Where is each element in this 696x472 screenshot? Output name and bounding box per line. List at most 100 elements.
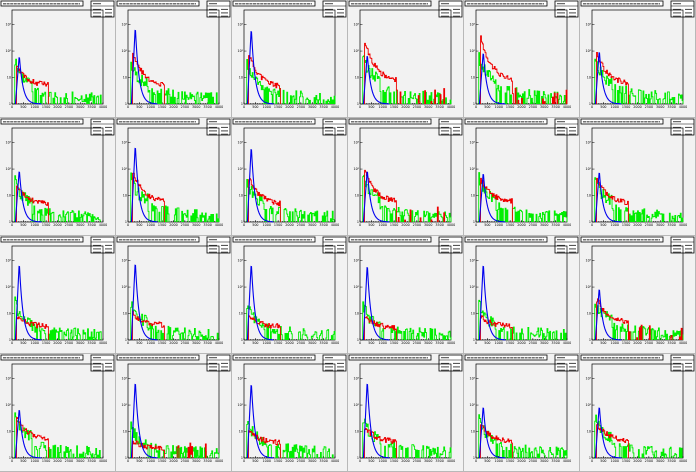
x-tick-label: 1500 bbox=[390, 105, 398, 109]
x-tick-label: 2000 bbox=[517, 223, 525, 227]
x-tick-label: 3000 bbox=[656, 459, 664, 463]
green-series bbox=[246, 179, 335, 222]
histogram-svg: 0 500 1000 1500 2000 2500 3000 3500 4000 1 10 10² 10… bbox=[464, 118, 579, 227]
x-tick-label: 1500 bbox=[158, 223, 166, 227]
y-tick-label: 10² bbox=[353, 49, 359, 53]
blue-series bbox=[246, 385, 274, 459]
x-tick-label: 3000 bbox=[76, 223, 84, 227]
x-tick-label: 0 bbox=[591, 105, 593, 109]
histogram-svg: 0 500 1000 1500 2000 2500 3000 3500 4000 1 10 10² 10… bbox=[580, 118, 695, 227]
x-tick-label: 2000 bbox=[285, 459, 293, 463]
x-tick-label: 4000 bbox=[679, 223, 687, 227]
histogram-svg: 0 500 1000 1500 2000 2500 3000 3500 4000 1 10 10² 10… bbox=[464, 354, 579, 463]
histogram-svg: 0 500 1000 1500 2000 2500 3000 3500 4000 1 10 10² 10… bbox=[580, 354, 695, 463]
blue-series bbox=[246, 149, 274, 223]
x-tick-label: 3500 bbox=[667, 341, 675, 345]
y-tick-label: 10³ bbox=[585, 377, 591, 381]
x-tick-label: 1500 bbox=[622, 341, 630, 345]
x-tick-label: 3000 bbox=[424, 459, 432, 463]
histogram-pad: 0 500 1000 1500 2000 2500 3000 3500 4000 1 10 10² 10… bbox=[232, 236, 348, 354]
y-tick-label: 10³ bbox=[237, 377, 243, 381]
histogram-svg: 0 500 1000 1500 2000 2500 3000 3500 4000 1 10 10² 10… bbox=[116, 236, 231, 345]
y-tick-label: 10² bbox=[237, 167, 243, 171]
red-series bbox=[16, 316, 49, 340]
y-tick-label: 1 bbox=[473, 456, 475, 460]
y-tick-label: 10² bbox=[585, 285, 591, 289]
x-tick-label: 2000 bbox=[517, 105, 525, 109]
y-tick-label: 10 bbox=[239, 194, 243, 198]
x-tick-label: 500 bbox=[368, 223, 374, 227]
x-tick-label: 0 bbox=[475, 459, 477, 463]
x-tick-label: 3500 bbox=[87, 459, 95, 463]
histogram-svg: 0 500 1000 1500 2000 2500 3000 3500 4000 1 10 10² 10… bbox=[464, 236, 579, 345]
x-tick-label: 1000 bbox=[495, 105, 503, 109]
x-tick-label: 2500 bbox=[529, 105, 537, 109]
x-tick-label: 1500 bbox=[506, 459, 514, 463]
histogram-svg: 0 500 1000 1500 2000 2500 3000 3500 4000 1 10 10² 10… bbox=[0, 118, 115, 227]
red-series bbox=[364, 316, 397, 340]
x-tick-label: 500 bbox=[368, 341, 374, 345]
x-tick-label: 0 bbox=[11, 459, 13, 463]
x-tick-label: 2500 bbox=[645, 341, 653, 345]
x-tick-label: 0 bbox=[475, 223, 477, 227]
y-tick-label: 1 bbox=[9, 338, 11, 342]
y-tick-label: 10² bbox=[469, 167, 475, 171]
green-series bbox=[594, 414, 683, 458]
x-tick-label: 4000 bbox=[99, 105, 107, 109]
red-series bbox=[364, 428, 397, 458]
x-tick-label: 4000 bbox=[99, 223, 107, 227]
x-tick-label: 2500 bbox=[645, 459, 653, 463]
red-series bbox=[248, 430, 281, 458]
y-tick-label: 10 bbox=[471, 76, 475, 80]
x-tick-label: 3000 bbox=[656, 105, 664, 109]
x-tick-label: 4000 bbox=[331, 341, 339, 345]
x-tick-label: 500 bbox=[20, 223, 26, 227]
y-tick-label: 10³ bbox=[353, 141, 359, 145]
x-tick-label: 2000 bbox=[285, 105, 293, 109]
y-tick-label: 10 bbox=[355, 76, 359, 80]
y-tick-label: 10 bbox=[7, 430, 11, 434]
y-tick-label: 10 bbox=[7, 312, 11, 316]
x-tick-label: 1500 bbox=[390, 223, 398, 227]
x-tick-label: 3500 bbox=[319, 459, 327, 463]
blue-series bbox=[362, 383, 390, 459]
x-tick-label: 3500 bbox=[203, 105, 211, 109]
y-tick-label: 10 bbox=[355, 430, 359, 434]
x-tick-label: 1000 bbox=[263, 223, 271, 227]
histogram-svg: 0 500 1000 1500 2000 2500 3000 3500 4000 1 10 10² 10… bbox=[116, 354, 231, 463]
x-tick-label: 1500 bbox=[274, 459, 282, 463]
x-tick-label: 1000 bbox=[263, 105, 271, 109]
histogram-pad: 0 500 1000 1500 2000 2500 3000 3500 4000 1 10 10² 10… bbox=[0, 0, 116, 118]
x-tick-label: 4000 bbox=[563, 459, 571, 463]
x-tick-label: 2500 bbox=[529, 459, 537, 463]
x-tick-label: 1000 bbox=[379, 459, 387, 463]
x-tick-label: 500 bbox=[136, 105, 142, 109]
plot-frame bbox=[475, 9, 568, 105]
x-tick-label: 4000 bbox=[447, 459, 455, 463]
green-series bbox=[130, 61, 218, 104]
x-tick-label: 0 bbox=[243, 341, 245, 345]
green-series bbox=[14, 175, 101, 222]
x-tick-label: 500 bbox=[368, 459, 374, 463]
green-series bbox=[594, 58, 684, 104]
x-tick-label: 0 bbox=[359, 341, 361, 345]
histogram-svg: 0 500 1000 1500 2000 2500 3000 3500 4000 1 10 10² 10… bbox=[232, 0, 347, 109]
blue-series bbox=[246, 265, 274, 341]
y-tick-label: 10 bbox=[7, 194, 11, 198]
x-tick-label: 1500 bbox=[158, 459, 166, 463]
y-tick-label: 10² bbox=[121, 403, 127, 407]
x-tick-label: 4000 bbox=[215, 105, 223, 109]
histogram-svg: 0 500 1000 1500 2000 2500 3000 3500 4000 1 10 10² 10… bbox=[0, 0, 115, 109]
blue-series bbox=[594, 52, 622, 105]
x-tick-label: 2500 bbox=[529, 341, 537, 345]
green-series bbox=[14, 58, 102, 104]
x-tick-label: 1500 bbox=[622, 459, 630, 463]
x-tick-label: 2000 bbox=[169, 105, 177, 109]
x-tick-label: 1000 bbox=[31, 105, 39, 109]
x-tick-label: 3500 bbox=[551, 341, 559, 345]
y-tick-label: 10² bbox=[5, 167, 11, 171]
x-tick-label: 1000 bbox=[147, 341, 155, 345]
x-tick-label: 1000 bbox=[31, 459, 39, 463]
x-tick-label: 3500 bbox=[203, 459, 211, 463]
histogram-pad: 0 500 1000 1500 2000 2500 3000 3500 4000 1 10 10² 10… bbox=[348, 236, 464, 354]
